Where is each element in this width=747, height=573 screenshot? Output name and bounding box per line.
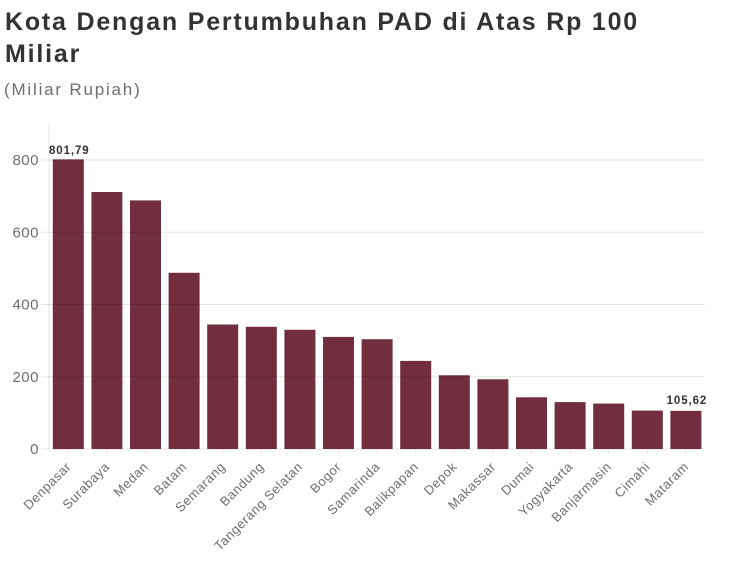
svg-text:400: 400 bbox=[12, 297, 39, 314]
svg-text:800: 800 bbox=[12, 152, 39, 169]
svg-text:600: 600 bbox=[12, 224, 39, 241]
svg-text:105,62: 105,62 bbox=[667, 395, 708, 407]
svg-text:Medan: Medan bbox=[110, 459, 151, 500]
svg-text:801,79: 801,79 bbox=[49, 145, 90, 157]
svg-text:Bogor: Bogor bbox=[307, 459, 344, 496]
svg-text:200: 200 bbox=[12, 369, 39, 386]
svg-text:0: 0 bbox=[30, 441, 39, 458]
